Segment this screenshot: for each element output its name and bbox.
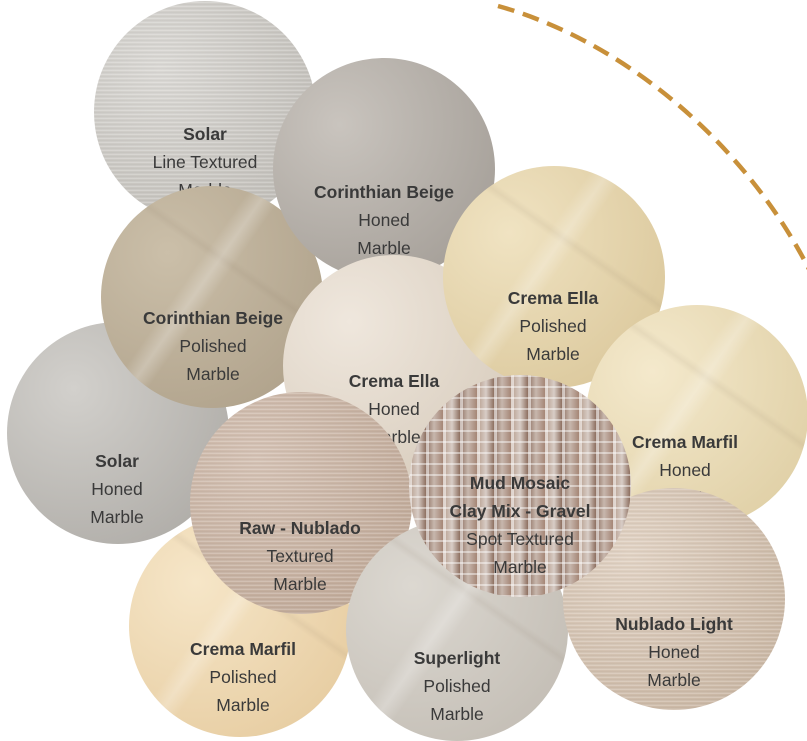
dashed-arc-path <box>497 3 807 271</box>
swatch-mud-mosaic-clay-mix-gravel <box>409 375 631 597</box>
